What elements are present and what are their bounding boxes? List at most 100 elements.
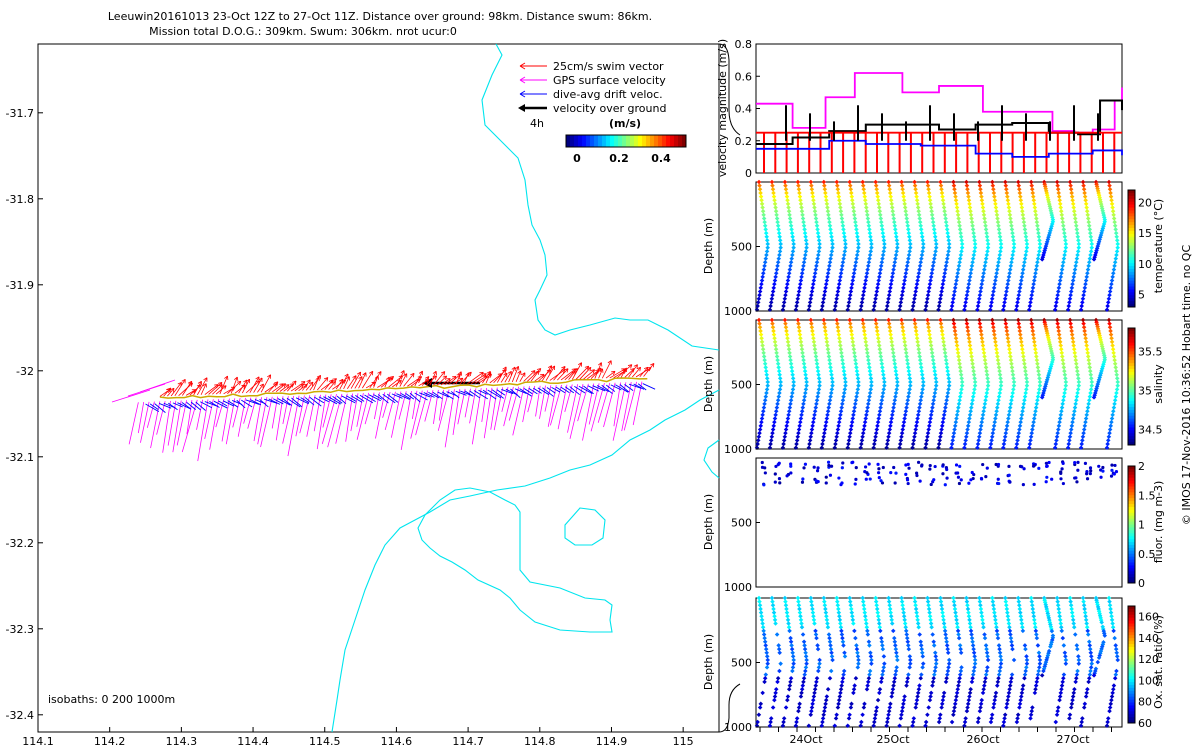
colorbar-swatch	[1128, 230, 1135, 235]
legend-drift-label: dive-avg drift veloc.	[553, 88, 663, 101]
profile-point	[1110, 208, 1116, 214]
profile-point	[1070, 281, 1075, 287]
fluor-point	[785, 474, 789, 478]
swim-vector	[313, 376, 320, 391]
profile-point	[765, 383, 770, 388]
gps-vector	[373, 392, 380, 420]
profile-point	[906, 256, 911, 261]
colorbar-swatch	[646, 135, 651, 147]
fluor-point	[854, 466, 858, 470]
profile-point	[834, 296, 839, 302]
profile-point	[945, 256, 950, 261]
speed-colorbar	[565, 134, 687, 148]
gps-vector	[382, 391, 391, 418]
swim-vector	[324, 379, 333, 390]
colorbar-swatch	[1128, 222, 1135, 226]
profile-point	[801, 398, 807, 403]
drift-vector	[428, 391, 440, 399]
swim-arrowhead	[267, 374, 272, 379]
colorbar-swatch	[1128, 328, 1135, 332]
colorbar-frame	[1127, 189, 1136, 308]
map-xtick-label: 115	[673, 735, 694, 748]
profile-point	[1061, 223, 1066, 229]
swim-arrowhead	[611, 370, 616, 376]
profile-point	[1081, 289, 1087, 294]
time-tick-label: 27Oct	[1056, 733, 1090, 746]
colorbar-swatch	[1128, 644, 1135, 648]
profile-point	[1065, 307, 1071, 312]
profile-point	[1086, 223, 1092, 229]
swim-vector	[493, 369, 507, 383]
profile-point	[1002, 296, 1008, 302]
drift-vector	[628, 383, 642, 389]
profile-point	[782, 296, 788, 302]
profile-point	[789, 365, 794, 370]
profile-point	[1072, 212, 1078, 218]
colorbar-swatch	[1128, 427, 1135, 431]
drift-vector	[332, 395, 343, 404]
profile-point	[780, 307, 786, 312]
depth-tick-label: 1000	[724, 305, 752, 318]
profile-point	[967, 278, 972, 283]
fluor-point	[1050, 477, 1054, 481]
swim-arrowhead	[521, 372, 526, 377]
drift-vector	[419, 392, 431, 398]
gps-vector	[260, 396, 273, 448]
swim-vector	[590, 367, 602, 379]
swim-arrowhead	[627, 364, 633, 369]
profile-point	[912, 296, 917, 302]
temp-colorbar-label: temperature (°C)	[1152, 199, 1165, 293]
fluor-point	[1045, 475, 1049, 479]
drift-vector	[464, 390, 474, 397]
profile-point	[888, 285, 893, 291]
profile-point	[911, 300, 917, 305]
colorbar-swatch	[590, 135, 595, 147]
profile-point	[790, 390, 795, 396]
colorbar-swatch	[1128, 547, 1135, 552]
map-xtick-label: 114.1	[22, 735, 54, 748]
profile-point	[776, 394, 782, 399]
profile-point	[780, 445, 786, 450]
drift-vector	[523, 388, 533, 395]
colorbar-swatch	[1128, 661, 1135, 665]
fluor-point	[997, 481, 1001, 486]
profile-point	[886, 292, 892, 298]
profile-point	[949, 307, 954, 312]
profile-point	[761, 354, 767, 359]
drift-vector	[491, 389, 504, 399]
colorbar-swatch	[1128, 228, 1135, 232]
profile-point	[1059, 270, 1064, 276]
swim-arrowhead	[285, 384, 290, 389]
drift-vector	[441, 391, 454, 400]
profile-point	[775, 398, 781, 403]
temp-ylabel: Depth (m)	[702, 218, 715, 274]
velmag-series-line	[756, 72, 1123, 134]
profile-point	[1004, 285, 1010, 291]
colorbar-swatch	[1128, 225, 1135, 229]
colorbar-swatch	[654, 135, 659, 147]
map-ytick-label: -31.8	[6, 193, 34, 206]
swim-vector	[444, 375, 457, 386]
profile-point	[799, 346, 805, 352]
profile-point	[786, 412, 791, 418]
profile-point	[873, 296, 878, 302]
profile-point	[798, 339, 804, 345]
profile-point	[793, 445, 799, 450]
velmag-y-axis: 0 0.2 0.4 0.6 0.8	[735, 38, 760, 180]
map-ytick-label: -32.1	[6, 451, 34, 464]
profile-point	[783, 430, 788, 436]
profile-point	[923, 307, 928, 312]
profile-point	[755, 303, 760, 309]
gps-vector	[567, 384, 579, 433]
profile-point	[903, 270, 909, 276]
profile-point	[1115, 245, 1120, 250]
swim-arrowhead	[482, 373, 487, 378]
colorbar-swatch	[1128, 351, 1135, 355]
profile-point	[956, 263, 962, 269]
drift-vector	[300, 397, 310, 404]
profile-point	[1001, 307, 1006, 312]
swim-vector	[474, 375, 487, 384]
profile-point	[925, 292, 931, 298]
swim-vector	[253, 377, 263, 393]
profile-point	[1109, 281, 1114, 287]
